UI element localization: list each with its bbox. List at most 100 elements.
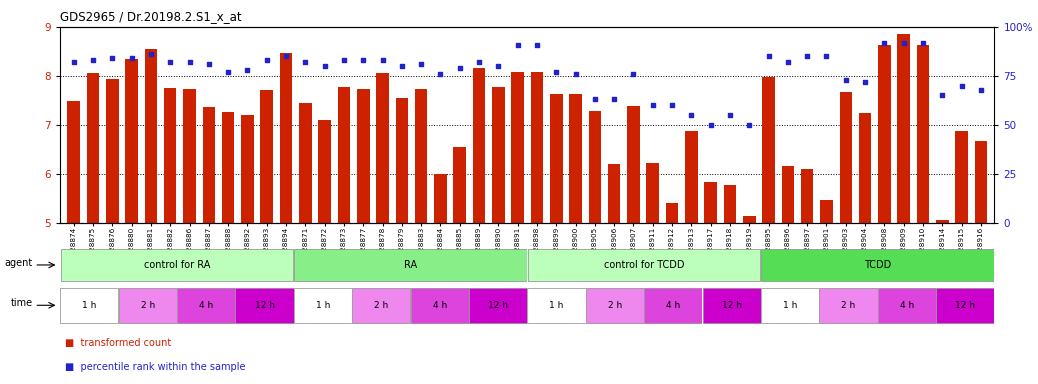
Bar <box>762 77 774 223</box>
Bar <box>434 174 446 223</box>
Point <box>375 57 391 63</box>
Bar <box>955 131 967 223</box>
Text: 4 h: 4 h <box>433 301 446 310</box>
Bar <box>395 98 408 223</box>
Point <box>471 59 488 65</box>
Bar <box>820 200 832 223</box>
Bar <box>801 169 814 223</box>
Bar <box>299 103 311 223</box>
Text: agent: agent <box>5 258 33 268</box>
Point <box>278 53 295 59</box>
Text: 12 h: 12 h <box>254 301 275 310</box>
Point <box>914 40 931 46</box>
Point <box>876 40 893 46</box>
Point <box>528 41 545 48</box>
Point <box>182 59 198 65</box>
Point <box>721 112 738 118</box>
Point <box>799 53 816 59</box>
Text: 2 h: 2 h <box>141 301 155 310</box>
Bar <box>936 220 949 223</box>
Text: 12 h: 12 h <box>721 301 742 310</box>
Bar <box>665 203 679 223</box>
Point <box>258 57 275 63</box>
Bar <box>472 68 486 223</box>
Bar <box>144 49 157 223</box>
Point <box>355 57 372 63</box>
Bar <box>647 163 659 223</box>
Bar <box>337 87 350 223</box>
Text: GDS2965 / Dr.20198.2.S1_x_at: GDS2965 / Dr.20198.2.S1_x_at <box>60 10 242 23</box>
Bar <box>415 89 428 223</box>
Bar <box>357 89 370 223</box>
Text: control for TCDD: control for TCDD <box>604 260 684 270</box>
Point <box>297 59 313 65</box>
Bar <box>280 53 293 223</box>
Point <box>200 61 217 67</box>
Bar <box>705 182 717 223</box>
Text: 2 h: 2 h <box>608 301 622 310</box>
Point <box>220 69 237 75</box>
Bar <box>126 59 138 223</box>
Text: ■  percentile rank within the sample: ■ percentile rank within the sample <box>65 362 246 372</box>
Point <box>393 63 410 69</box>
Point <box>413 61 430 67</box>
Point <box>683 112 700 118</box>
Bar <box>261 89 273 223</box>
Point <box>663 102 680 108</box>
Point <box>586 96 603 103</box>
Bar <box>840 92 852 223</box>
Point <box>335 57 352 63</box>
Bar <box>878 45 891 223</box>
Bar <box>608 164 621 223</box>
Point <box>606 96 623 103</box>
Point <box>973 86 989 93</box>
Point <box>548 69 565 75</box>
Bar <box>975 141 987 223</box>
Point <box>760 53 776 59</box>
Bar <box>164 88 176 223</box>
Point <box>896 40 912 46</box>
Bar <box>492 87 504 223</box>
Bar <box>589 111 601 223</box>
Text: 12 h: 12 h <box>488 301 509 310</box>
Bar <box>917 45 929 223</box>
Bar <box>627 106 639 223</box>
Bar <box>202 107 215 223</box>
Point <box>104 55 120 61</box>
Point <box>510 41 526 48</box>
Text: RA: RA <box>404 260 417 270</box>
Point <box>856 79 873 85</box>
Text: time: time <box>11 298 33 308</box>
Point <box>645 102 661 108</box>
Bar <box>87 73 100 223</box>
Bar <box>67 101 80 223</box>
Point <box>452 65 468 71</box>
Point <box>239 67 255 73</box>
Text: 1 h: 1 h <box>316 301 330 310</box>
Bar <box>550 94 563 223</box>
Text: 4 h: 4 h <box>900 301 913 310</box>
Point <box>124 55 140 61</box>
Point <box>953 83 969 89</box>
Text: 4 h: 4 h <box>199 301 213 310</box>
Bar <box>512 73 524 223</box>
Bar <box>685 131 698 223</box>
Bar <box>454 147 466 223</box>
Text: 1 h: 1 h <box>783 301 797 310</box>
Bar <box>723 185 736 223</box>
Point <box>934 92 951 98</box>
Bar <box>222 112 235 223</box>
Text: 12 h: 12 h <box>955 301 976 310</box>
Bar <box>241 115 253 223</box>
Bar <box>569 94 582 223</box>
Point <box>65 59 82 65</box>
Text: TCDD: TCDD <box>864 260 892 270</box>
Point <box>490 63 507 69</box>
Point <box>142 51 159 57</box>
Bar <box>858 113 871 223</box>
Point <box>741 122 758 128</box>
Bar <box>530 73 543 223</box>
Point <box>567 71 583 77</box>
Bar <box>743 216 756 223</box>
Bar <box>898 34 910 223</box>
